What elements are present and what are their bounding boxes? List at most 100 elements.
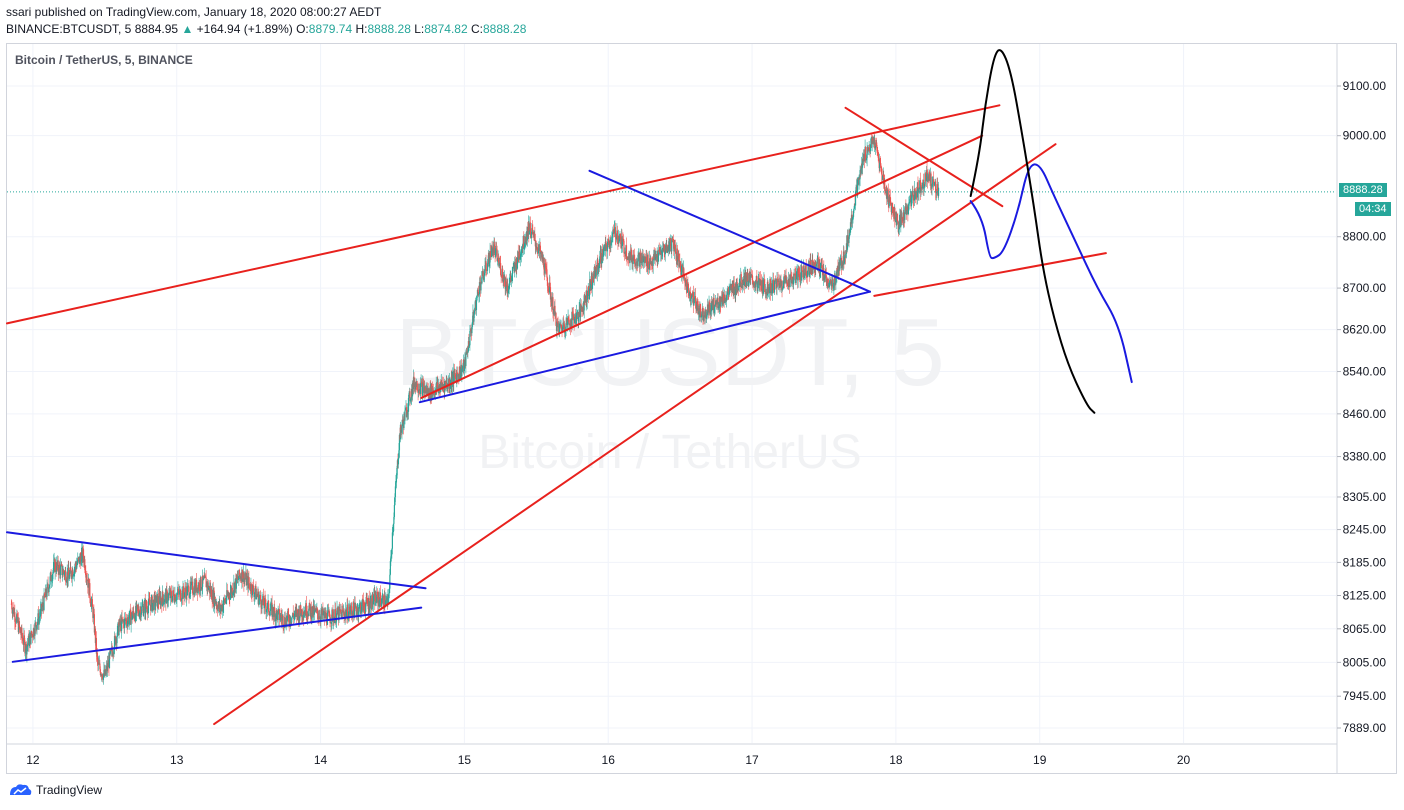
candle-body bbox=[514, 262, 516, 272]
candle-body bbox=[607, 238, 609, 245]
candle-body bbox=[609, 239, 611, 246]
candle-body bbox=[45, 588, 47, 596]
candle-body bbox=[292, 612, 294, 616]
candle-body bbox=[508, 289, 510, 291]
candle-body bbox=[688, 290, 690, 296]
candle bbox=[91, 593, 93, 607]
candle-body bbox=[237, 577, 239, 580]
candle-body bbox=[409, 391, 411, 402]
candle-body bbox=[106, 663, 109, 672]
candle-body bbox=[567, 316, 570, 320]
candle-body bbox=[687, 282, 689, 284]
candle-body bbox=[479, 282, 481, 283]
candle-body bbox=[264, 597, 266, 600]
high-label: H: bbox=[355, 22, 368, 36]
candle bbox=[356, 603, 358, 621]
candle-body bbox=[377, 596, 379, 604]
candle-body bbox=[378, 596, 380, 601]
candle-body bbox=[146, 607, 148, 612]
candle-body bbox=[712, 299, 714, 310]
candle-body bbox=[335, 613, 338, 622]
candle-body bbox=[521, 250, 523, 252]
candle bbox=[401, 414, 404, 435]
candle bbox=[839, 259, 841, 272]
candle bbox=[524, 236, 526, 244]
candle-body bbox=[638, 253, 640, 254]
candle bbox=[59, 561, 61, 569]
candle-body bbox=[440, 381, 442, 388]
candle bbox=[544, 257, 546, 277]
candle-body bbox=[568, 319, 570, 325]
candle-body bbox=[416, 389, 419, 391]
candle-body bbox=[580, 304, 582, 309]
candle-body bbox=[392, 523, 395, 532]
candle bbox=[728, 283, 730, 298]
candle-body bbox=[73, 574, 75, 576]
candle-body bbox=[49, 576, 51, 585]
candle bbox=[99, 666, 102, 678]
candle bbox=[580, 299, 582, 317]
candle-body bbox=[725, 299, 727, 301]
candle-body bbox=[547, 287, 550, 293]
candle bbox=[171, 595, 174, 603]
candle-body bbox=[501, 276, 503, 277]
candle-body bbox=[354, 602, 356, 607]
candle-body bbox=[484, 265, 486, 274]
candle bbox=[259, 590, 262, 602]
candle bbox=[762, 278, 765, 296]
candle bbox=[322, 602, 324, 620]
candle-body bbox=[475, 300, 478, 311]
candle-body bbox=[66, 580, 68, 582]
candle bbox=[773, 280, 776, 295]
candle bbox=[540, 251, 542, 262]
candle-body bbox=[671, 239, 673, 252]
candle bbox=[244, 573, 246, 587]
candle-body bbox=[122, 619, 124, 622]
candle bbox=[163, 594, 165, 606]
candle bbox=[507, 279, 509, 300]
candle-body bbox=[395, 478, 398, 483]
candle-body bbox=[404, 408, 407, 411]
candle-body bbox=[825, 275, 827, 283]
candle-body bbox=[30, 630, 33, 636]
candle-body bbox=[670, 238, 672, 249]
candle-body bbox=[498, 258, 500, 262]
candle bbox=[463, 360, 465, 379]
candle bbox=[839, 254, 842, 266]
candle-body bbox=[652, 259, 654, 266]
candle bbox=[633, 248, 636, 267]
candle-body bbox=[591, 285, 593, 290]
chart-frame[interactable] bbox=[6, 43, 1397, 774]
candle bbox=[190, 577, 193, 590]
candle-body bbox=[648, 268, 650, 270]
candle-body bbox=[768, 287, 771, 294]
candle bbox=[18, 617, 20, 634]
candle-body bbox=[270, 603, 272, 610]
candle-body bbox=[167, 594, 169, 601]
candle-body bbox=[338, 607, 341, 611]
candle-body bbox=[701, 314, 703, 316]
candle-body bbox=[702, 315, 705, 321]
candle bbox=[689, 286, 692, 306]
candle-body bbox=[202, 575, 204, 580]
candle-body bbox=[597, 259, 599, 265]
candle bbox=[563, 320, 566, 338]
candle-body bbox=[232, 591, 234, 594]
candle-body bbox=[255, 586, 257, 600]
candle-body bbox=[310, 606, 312, 620]
candle-body bbox=[468, 345, 471, 347]
candle bbox=[328, 609, 331, 618]
candle bbox=[327, 603, 330, 617]
candle-body bbox=[76, 563, 78, 565]
candle bbox=[676, 244, 678, 266]
candle-body bbox=[256, 593, 258, 596]
candle-body bbox=[51, 580, 53, 582]
candle-body bbox=[171, 595, 174, 602]
candle-body bbox=[832, 287, 834, 289]
candle bbox=[602, 244, 604, 261]
candle-body bbox=[162, 591, 164, 599]
candle bbox=[604, 236, 606, 257]
candle-body bbox=[565, 322, 567, 331]
candle bbox=[690, 298, 692, 308]
